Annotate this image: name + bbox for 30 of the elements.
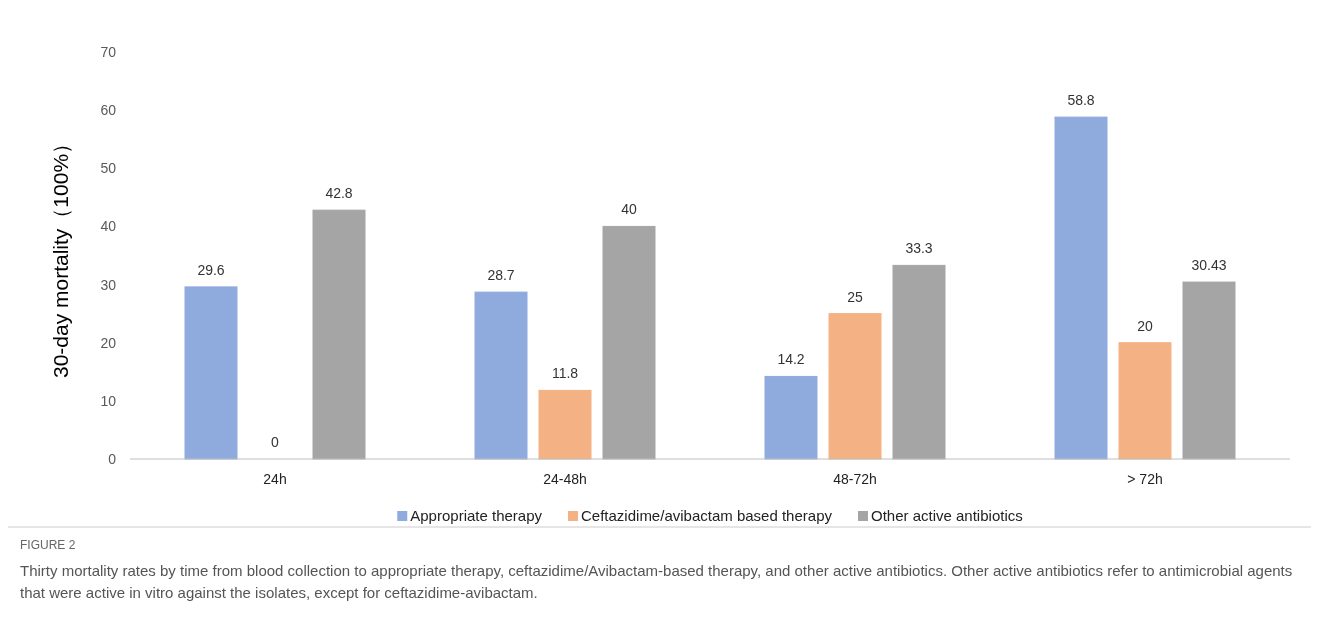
data-label: 0 [271, 434, 280, 450]
y-tick-label: 0 [108, 451, 117, 467]
data-label: 33.3 [905, 240, 933, 257]
data-label: 42.8 [325, 185, 353, 202]
x-tick-label: 24-48h [543, 471, 587, 487]
x-tick-label: > 72h [1127, 471, 1163, 487]
legend-label: Appropriate therapy [410, 507, 543, 524]
data-label: 14.2 [777, 351, 805, 368]
data-label: 11.8 [551, 365, 579, 382]
caption: FIGURE 2 [20, 538, 77, 552]
data-label: 30.43 [1191, 257, 1227, 274]
legend-label: Other active antibiotics [870, 507, 1023, 524]
x-tick-label: 48-72h [833, 471, 877, 487]
y-tick-label: 20 [100, 334, 117, 351]
y-tick-label: 70 [100, 44, 117, 60]
legend-label: Ceftazidime/avibactam based therapy [581, 507, 833, 524]
data-label: 58.8 [1067, 92, 1095, 109]
y-tick-label: 60 [100, 102, 117, 119]
y-tick-label: 40 [100, 218, 117, 235]
data-label: 28.7 [487, 267, 515, 284]
y-axis-title: 30-day mortality（100%） [49, 132, 72, 379]
data-label: 40 [621, 201, 637, 218]
data-label: 20 [1137, 317, 1153, 334]
text: Thirty mortality rates by time from blood collection to appropriate therapy, ceftazidime/Avibactam-based therapy, and other active antibiotics. Other active antibiotics refer to antimicrobial agents that were active in vitro against the isolates, except for ceftazidime-avibactam. [20, 561, 1294, 603]
data-label: 25 [847, 288, 863, 305]
data-label: 29.6 [197, 261, 225, 278]
y-tick-label: 10 [100, 392, 117, 409]
y-tick-label: 30 [100, 276, 117, 293]
x-tick-label: 24h [263, 471, 287, 487]
y-tick-label: 50 [100, 160, 117, 177]
